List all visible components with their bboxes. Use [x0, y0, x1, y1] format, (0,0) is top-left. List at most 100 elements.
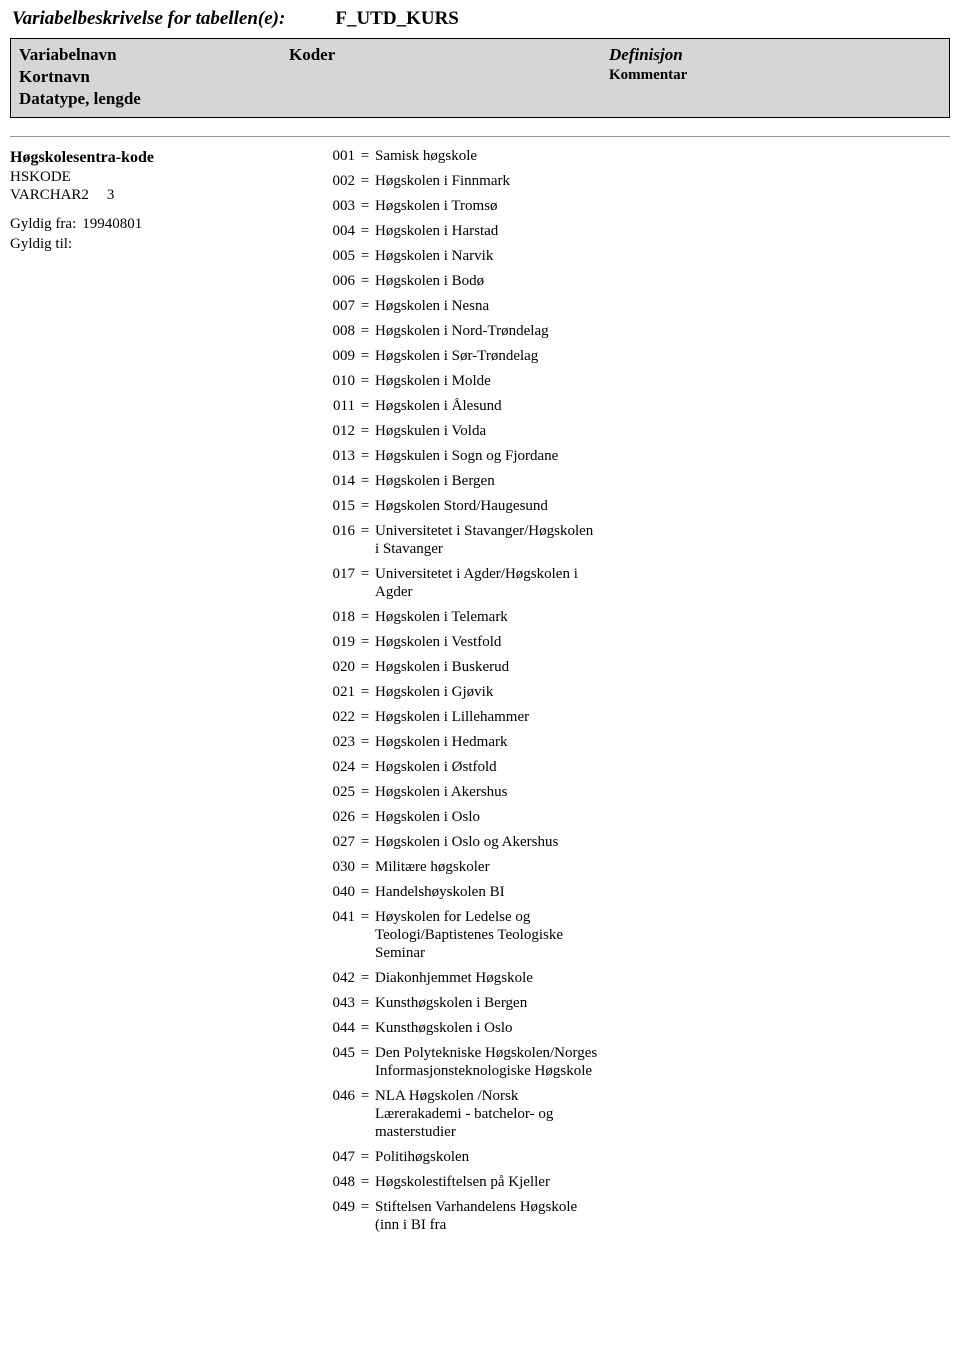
code-key: 017	[315, 565, 355, 583]
code-equals: =	[355, 522, 375, 540]
gyldig-fra-label: Gyldig fra:	[10, 216, 76, 233]
code-equals: =	[355, 422, 375, 440]
code-value: Den Polytekniske Høgskolen/Norges Inform…	[375, 1044, 600, 1080]
code-row: 008=Høgskolen i Nord-Trøndelag	[315, 322, 685, 340]
code-key: 007	[315, 297, 355, 315]
code-key: 027	[315, 833, 355, 851]
code-row: 001=Samisk høgskole	[315, 147, 685, 165]
gyldig-til-label: Gyldig til:	[10, 236, 72, 253]
page-title-row: Variabelbeskrivelse for tabellen(e): F_U…	[10, 8, 950, 30]
code-key: 006	[315, 272, 355, 290]
gyldig-fra-value: 19940801	[82, 216, 142, 233]
code-equals: =	[355, 783, 375, 801]
code-value: Høgskolen i Telemark	[375, 608, 508, 626]
code-key: 012	[315, 422, 355, 440]
code-row: 010=Høgskolen i Molde	[315, 372, 685, 390]
code-equals: =	[355, 633, 375, 651]
page-title-label: Variabelbeskrivelse for tabellen(e):	[12, 8, 285, 30]
code-equals: =	[355, 608, 375, 626]
code-row: 002=Høgskolen i Finnmark	[315, 172, 685, 190]
code-equals: =	[355, 147, 375, 165]
code-equals: =	[355, 247, 375, 265]
code-row: 003=Høgskolen i Tromsø	[315, 197, 685, 215]
code-value: Høgskolen i Narvik	[375, 247, 493, 265]
code-equals: =	[355, 1198, 375, 1216]
validity-block: Gyldig fra: 19940801 Gyldig til:	[10, 216, 315, 253]
code-key: 046	[315, 1087, 355, 1105]
code-key: 043	[315, 994, 355, 1012]
code-row: 009=Høgskolen i Sør-Trøndelag	[315, 347, 685, 365]
code-value: Høgskolen i Ålesund	[375, 397, 502, 415]
code-key: 047	[315, 1148, 355, 1166]
code-key: 045	[315, 1044, 355, 1062]
column-header-grid: Variabelnavn Koder Definisjon Kortnavn K…	[19, 45, 941, 109]
content-row: Høgskolesentra-kode HSKODE VARCHAR2 3 Gy…	[10, 147, 950, 1241]
code-key: 009	[315, 347, 355, 365]
code-equals: =	[355, 497, 375, 515]
variable-datatype: VARCHAR2	[10, 187, 89, 204]
header-spacer-3	[609, 89, 941, 109]
code-row: 004=Høgskolen i Harstad	[315, 222, 685, 240]
code-value: Diakonhjemmet Høgskole	[375, 969, 533, 987]
code-key: 004	[315, 222, 355, 240]
code-key: 011	[315, 397, 355, 415]
code-key: 049	[315, 1198, 355, 1216]
column-header-bar: Variabelnavn Koder Definisjon Kortnavn K…	[10, 38, 950, 118]
code-value: Høgskolen i Sør-Trøndelag	[375, 347, 538, 365]
variable-length: 3	[107, 187, 115, 204]
code-equals: =	[355, 297, 375, 315]
code-value: Høgskolen i Bodø	[375, 272, 484, 290]
code-row: 006=Høgskolen i Bodø	[315, 272, 685, 290]
code-row: 007=Høgskolen i Nesna	[315, 297, 685, 315]
header-spacer-2	[289, 89, 609, 109]
code-equals: =	[355, 1148, 375, 1166]
variable-meta-column: Høgskolesentra-kode HSKODE VARCHAR2 3 Gy…	[10, 147, 315, 256]
code-equals: =	[355, 397, 375, 415]
code-row: 014=Høgskolen i Bergen	[315, 472, 685, 490]
code-row: 011=Høgskolen i Ålesund	[315, 397, 685, 415]
code-value: Høgskolen i Hedmark	[375, 733, 507, 751]
code-value: Høgskolen i Bergen	[375, 472, 495, 490]
code-row: 012=Høgskulen i Volda	[315, 422, 685, 440]
code-key: 022	[315, 708, 355, 726]
code-equals: =	[355, 1087, 375, 1105]
header-kommentar: Kommentar	[609, 67, 941, 87]
variable-name: Høgskolesentra-kode	[10, 149, 315, 167]
code-key: 008	[315, 322, 355, 340]
code-key: 044	[315, 1019, 355, 1037]
code-key: 002	[315, 172, 355, 190]
code-key: 024	[315, 758, 355, 776]
code-value: Høgskolen i Gjøvik	[375, 683, 493, 701]
code-equals: =	[355, 447, 375, 465]
code-value: Høgskolen i Finnmark	[375, 172, 510, 190]
header-koder: Koder	[289, 45, 609, 65]
code-row: 030=Militære høgskoler	[315, 858, 685, 876]
code-equals: =	[355, 969, 375, 987]
code-row: 044=Kunsthøgskolen i Oslo	[315, 1019, 685, 1037]
code-value: Handelshøyskolen BI	[375, 883, 505, 901]
code-key: 025	[315, 783, 355, 801]
header-definisjon: Definisjon	[609, 45, 941, 65]
code-equals: =	[355, 222, 375, 240]
code-equals: =	[355, 658, 375, 676]
code-equals: =	[355, 272, 375, 290]
document-page: Variabelbeskrivelse for tabellen(e): F_U…	[0, 0, 960, 1251]
code-value: Samisk høgskole	[375, 147, 477, 165]
code-equals: =	[355, 1044, 375, 1062]
header-kortnavn: Kortnavn	[19, 67, 289, 87]
code-value: Høgskolen i Oslo	[375, 808, 480, 826]
code-equals: =	[355, 858, 375, 876]
code-row: 005=Høgskolen i Narvik	[315, 247, 685, 265]
code-value: Høgskolen i Vestfold	[375, 633, 501, 651]
code-equals: =	[355, 883, 375, 901]
code-equals: =	[355, 708, 375, 726]
code-row: 021=Høgskolen i Gjøvik	[315, 683, 685, 701]
code-row: 042=Diakonhjemmet Høgskole	[315, 969, 685, 987]
divider	[10, 136, 950, 137]
code-row: 049=Stiftelsen Varhandelens Høgskole (in…	[315, 1198, 685, 1234]
code-equals: =	[355, 808, 375, 826]
gyldig-til-row: Gyldig til:	[10, 236, 315, 253]
code-row: 045=Den Polytekniske Høgskolen/Norges In…	[315, 1044, 685, 1080]
code-value: Høgskolen i Nesna	[375, 297, 489, 315]
code-key: 001	[315, 147, 355, 165]
